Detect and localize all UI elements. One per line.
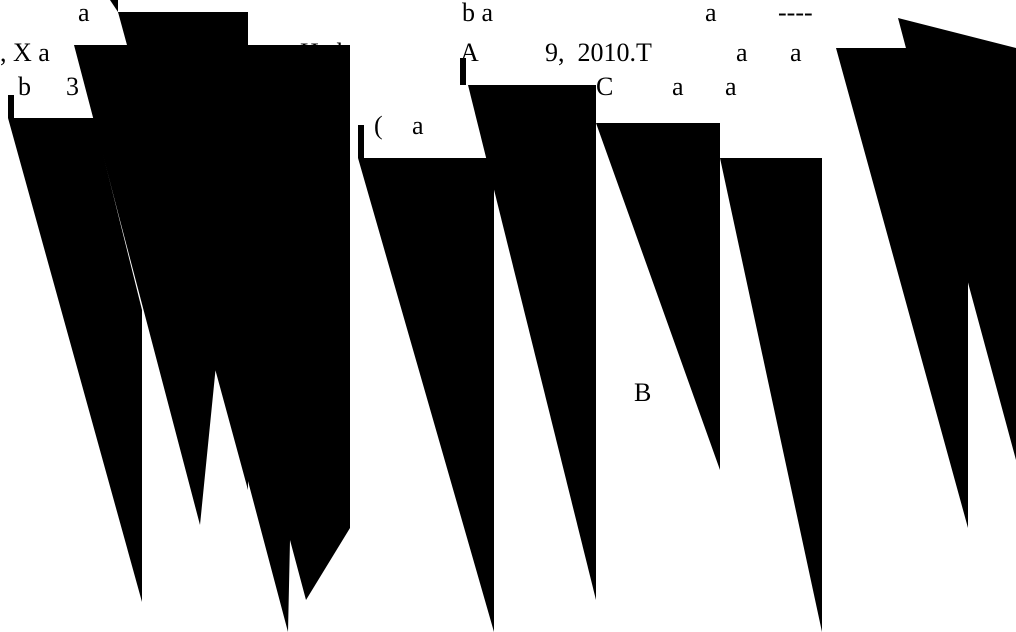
text-fragment: a bbox=[790, 38, 802, 67]
text-fragment: a bbox=[736, 38, 748, 67]
text-fragment: a bbox=[114, 38, 126, 67]
text-fragment: ---- bbox=[778, 0, 813, 27]
text-fragment: ( bbox=[374, 111, 383, 140]
shard-7 bbox=[596, 123, 720, 470]
text-fragment: a bbox=[412, 111, 424, 140]
shard-9 bbox=[836, 48, 968, 528]
shard-6 bbox=[468, 85, 596, 600]
shard-10 bbox=[898, 18, 1016, 460]
text-fragment: a bbox=[705, 0, 717, 27]
sliver-2 bbox=[8, 95, 14, 118]
text-fragment: a bbox=[725, 72, 737, 101]
text-fragment: a bbox=[672, 72, 684, 101]
text-fragment: b bbox=[18, 72, 31, 101]
text-fragment: B bbox=[634, 378, 652, 407]
text-fragment: 9, 2010.T bbox=[545, 38, 652, 67]
text-fragment: 3 bbox=[66, 72, 79, 101]
text-fragment: C bbox=[596, 72, 614, 101]
sliver-3 bbox=[460, 58, 466, 85]
text-fragment: Ha b bbox=[300, 38, 350, 67]
text-fragment: , X a bbox=[0, 38, 50, 67]
shard-8 bbox=[720, 158, 822, 632]
sliver-4 bbox=[358, 125, 364, 158]
shard-4 bbox=[200, 45, 350, 632]
shard-5 bbox=[358, 158, 494, 632]
shard-1 bbox=[8, 118, 142, 602]
shard-3 bbox=[118, 12, 248, 490]
text-fragment: b a bbox=[462, 0, 494, 27]
text-fragment: a bbox=[78, 0, 90, 27]
text-fragment: A bbox=[460, 38, 479, 67]
sliver-1 bbox=[110, 0, 118, 12]
